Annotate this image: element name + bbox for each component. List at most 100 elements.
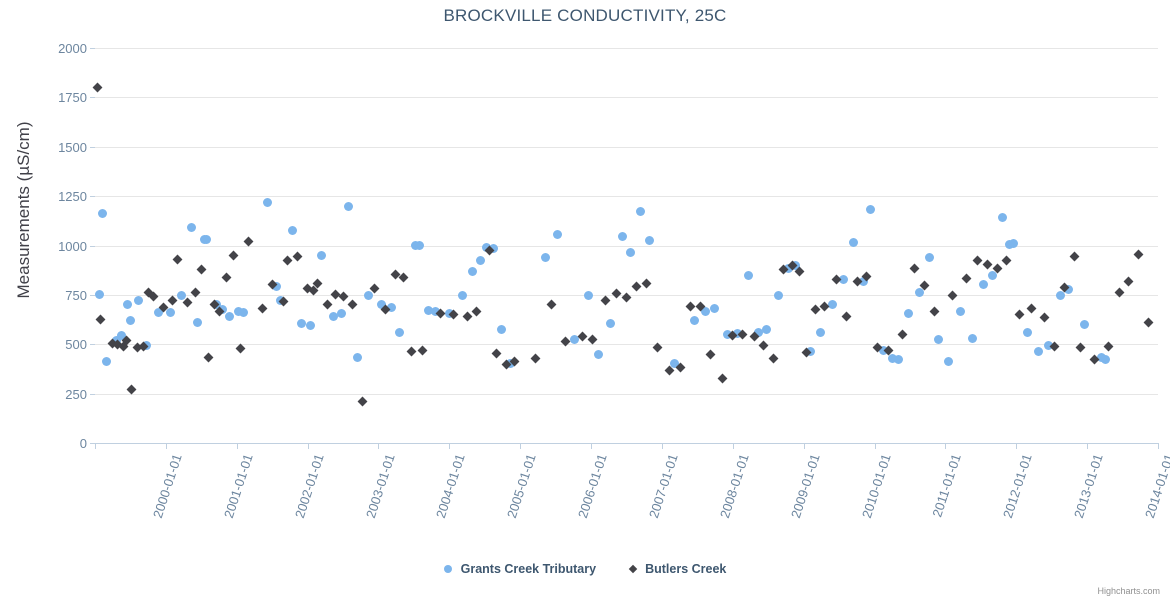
data-point-butlers-creek[interactable]	[897, 329, 908, 340]
data-point-grants-creek-tributary[interactable]	[239, 308, 249, 318]
data-point-grants-creek-tributary[interactable]	[202, 235, 212, 245]
data-point-grants-creek-tributary[interactable]	[125, 316, 135, 326]
data-point-butlers-creek[interactable]	[768, 353, 779, 364]
data-point-grants-creek-tributary[interactable]	[467, 266, 477, 276]
data-point-grants-creek-tributary[interactable]	[94, 290, 104, 300]
data-point-grants-creek-tributary[interactable]	[1079, 320, 1089, 329]
data-point-grants-creek-tributary[interactable]	[123, 300, 133, 310]
data-point-butlers-creek[interactable]	[546, 299, 557, 310]
data-point-grants-creek-tributary[interactable]	[305, 320, 315, 330]
data-point-grants-creek-tributary[interactable]	[626, 247, 636, 257]
data-point-grants-creek-tributary[interactable]	[848, 238, 858, 248]
data-point-butlers-creek[interactable]	[172, 254, 183, 265]
data-point-grants-creek-tributary[interactable]	[415, 241, 425, 250]
data-point-grants-creek-tributary[interactable]	[904, 309, 914, 319]
data-point-butlers-creek[interactable]	[685, 301, 696, 312]
data-point-grants-creek-tributary[interactable]	[987, 270, 997, 280]
data-point-grants-creek-tributary[interactable]	[1023, 327, 1033, 337]
data-point-grants-creek-tributary[interactable]	[1055, 291, 1065, 301]
data-point-grants-creek-tributary[interactable]	[709, 304, 719, 314]
data-point-grants-creek-tributary[interactable]	[317, 250, 327, 260]
data-point-grants-creek-tributary[interactable]	[816, 327, 826, 337]
data-point-butlers-creek[interactable]	[759, 340, 769, 351]
data-point-butlers-creek[interactable]	[471, 306, 482, 317]
legend-item-butlers-creek[interactable]: Butlers Creek	[628, 562, 726, 576]
data-point-grants-creek-tributary[interactable]	[915, 288, 925, 298]
data-point-grants-creek-tributary[interactable]	[395, 327, 405, 337]
data-point-grants-creek-tributary[interactable]	[1034, 346, 1044, 356]
data-point-butlers-creek[interactable]	[435, 308, 446, 319]
data-point-grants-creek-tributary[interactable]	[997, 213, 1007, 223]
data-point-grants-creek-tributary[interactable]	[979, 279, 989, 289]
credits-link[interactable]: Highcharts.com	[1097, 586, 1160, 596]
data-point-butlers-creek[interactable]	[203, 352, 214, 363]
data-point-butlers-creek[interactable]	[92, 82, 103, 93]
data-point-butlers-creek[interactable]	[1001, 255, 1012, 266]
data-point-butlers-creek[interactable]	[95, 314, 106, 325]
data-point-grants-creek-tributary[interactable]	[943, 356, 953, 366]
data-point-butlers-creek[interactable]	[1026, 303, 1037, 314]
data-point-butlers-creek[interactable]	[282, 255, 293, 266]
data-point-grants-creek-tributary[interactable]	[287, 226, 297, 236]
data-point-butlers-creek[interactable]	[1014, 309, 1025, 320]
data-point-butlers-creek[interactable]	[577, 331, 588, 342]
data-point-butlers-creek[interactable]	[705, 349, 716, 360]
data-point-butlers-creek[interactable]	[947, 290, 958, 301]
data-point-grants-creek-tributary[interactable]	[722, 329, 732, 339]
data-point-grants-creek-tributary[interactable]	[732, 328, 742, 338]
data-point-grants-creek-tributary[interactable]	[552, 230, 562, 240]
data-point-butlers-creek[interactable]	[257, 303, 268, 314]
data-point-grants-creek-tributary[interactable]	[636, 207, 646, 217]
legend-item-grants-creek-tributary[interactable]: Grants Creek Tributary	[443, 562, 596, 576]
data-point-butlers-creek[interactable]	[841, 311, 852, 322]
data-point-butlers-creek[interactable]	[228, 250, 239, 261]
data-point-grants-creek-tributary[interactable]	[263, 197, 273, 207]
data-point-grants-creek-tributary[interactable]	[593, 349, 603, 359]
data-point-grants-creek-tributary[interactable]	[569, 334, 579, 344]
data-point-grants-creek-tributary[interactable]	[925, 252, 935, 262]
data-point-butlers-creek[interactable]	[611, 288, 622, 299]
data-point-butlers-creek[interactable]	[348, 299, 358, 310]
data-point-butlers-creek[interactable]	[322, 299, 333, 310]
data-point-butlers-creek[interactable]	[631, 282, 642, 292]
data-point-grants-creek-tributary[interactable]	[670, 358, 680, 368]
data-point-grants-creek-tributary[interactable]	[838, 274, 848, 284]
data-point-grants-creek-tributary[interactable]	[117, 330, 127, 340]
data-point-grants-creek-tributary[interactable]	[606, 319, 616, 328]
data-point-butlers-creek[interactable]	[641, 278, 652, 288]
data-point-butlers-creek[interactable]	[292, 251, 303, 262]
data-point-grants-creek-tributary[interactable]	[762, 324, 772, 334]
data-point-grants-creek-tributary[interactable]	[497, 324, 507, 334]
data-point-butlers-creek[interactable]	[737, 329, 748, 340]
data-point-grants-creek-tributary[interactable]	[165, 308, 175, 318]
data-point-butlers-creek[interactable]	[196, 264, 207, 275]
data-point-butlers-creek[interactable]	[909, 263, 920, 274]
data-point-butlers-creek[interactable]	[675, 362, 686, 373]
data-point-grants-creek-tributary[interactable]	[386, 303, 396, 313]
data-point-grants-creek-tributary[interactable]	[858, 276, 868, 286]
data-point-grants-creek-tributary[interactable]	[297, 319, 307, 328]
data-point-butlers-creek[interactable]	[417, 345, 428, 356]
data-point-butlers-creek[interactable]	[600, 295, 611, 306]
data-point-grants-creek-tributary[interactable]	[1008, 239, 1018, 249]
data-point-grants-creek-tributary[interactable]	[701, 307, 711, 317]
data-point-grants-creek-tributary[interactable]	[337, 309, 347, 319]
data-point-grants-creek-tributary[interactable]	[956, 307, 966, 317]
data-point-grants-creek-tributary[interactable]	[457, 291, 467, 301]
data-point-grants-creek-tributary[interactable]	[430, 307, 440, 317]
data-point-grants-creek-tributary[interactable]	[644, 236, 654, 246]
data-point-grants-creek-tributary[interactable]	[888, 353, 898, 363]
data-point-butlers-creek[interactable]	[530, 353, 541, 364]
data-point-grants-creek-tributary[interactable]	[376, 300, 386, 310]
data-point-grants-creek-tributary[interactable]	[743, 270, 753, 280]
data-point-grants-creek-tributary[interactable]	[541, 252, 551, 262]
data-point-butlers-creek[interactable]	[406, 346, 417, 357]
data-point-butlers-creek[interactable]	[1039, 312, 1050, 323]
data-point-butlers-creek[interactable]	[448, 309, 459, 320]
data-point-grants-creek-tributary[interactable]	[186, 223, 196, 233]
data-point-grants-creek-tributary[interactable]	[176, 291, 186, 301]
data-point-butlers-creek[interactable]	[961, 273, 972, 284]
data-point-grants-creek-tributary[interactable]	[1044, 340, 1054, 350]
data-point-grants-creek-tributary[interactable]	[753, 327, 763, 337]
data-point-grants-creek-tributary[interactable]	[690, 316, 700, 326]
